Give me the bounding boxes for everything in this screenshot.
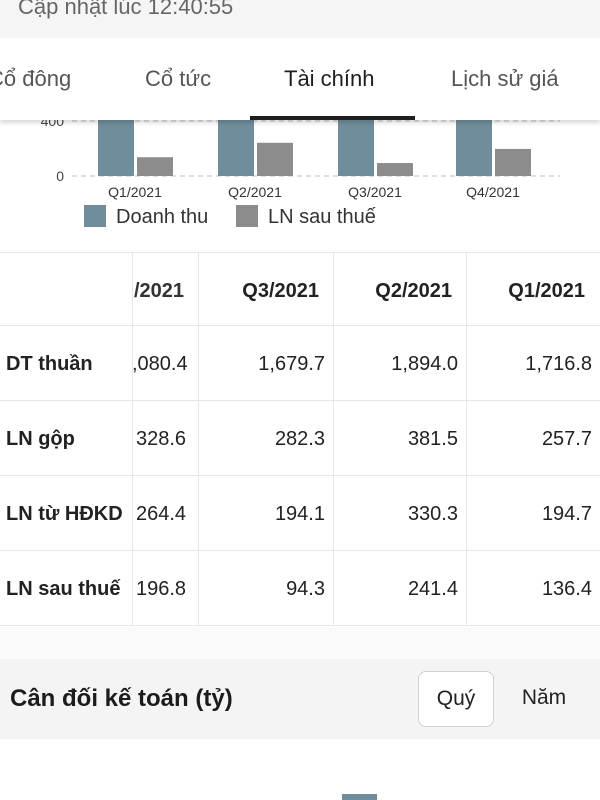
tab-bar: Cổ đông Cổ tức Tài chính Lịch sử giá bbox=[0, 38, 600, 120]
table-cell: 282.3 bbox=[274, 428, 325, 450]
table-cell: 194.1 bbox=[274, 503, 325, 525]
finance-table: /2021 Q3/2021 Q2/2021 Q1/2021 ,080.4 1,6… bbox=[0, 252, 600, 626]
row-label-gross-profit: LN gộp bbox=[6, 428, 75, 450]
table-header-q2: Q2/2021 bbox=[375, 280, 452, 302]
chart-bar bbox=[495, 148, 531, 176]
table-cell: 94.3 bbox=[286, 578, 325, 600]
table-divider bbox=[0, 475, 600, 476]
table-col-divider bbox=[466, 252, 467, 626]
x-tick-label: Q3/2021 bbox=[348, 184, 402, 200]
tab-shareholders[interactable]: Cổ đông bbox=[0, 66, 72, 91]
table-cell: 330.3 bbox=[407, 503, 458, 525]
x-tick-label: Q1/2021 bbox=[108, 184, 162, 200]
table-header-q4: /2021 bbox=[134, 280, 185, 302]
quarter-toggle-button[interactable]: Quý bbox=[418, 671, 494, 727]
table-col-divider bbox=[132, 252, 133, 626]
table-cell: 328.6 bbox=[136, 428, 187, 450]
table-cell: 381.5 bbox=[407, 428, 458, 450]
chart-bar bbox=[377, 163, 413, 176]
balance-sheet-title: Cân đối kế toán (tỷ) bbox=[10, 685, 233, 712]
table-col-divider bbox=[198, 252, 199, 626]
table-cell: 136.4 bbox=[541, 578, 592, 600]
table-divider bbox=[0, 325, 600, 326]
year-toggle-button[interactable]: Năm bbox=[521, 686, 567, 709]
row-label-operating-profit: LN từ HĐKD bbox=[6, 503, 123, 525]
table-cell: ,080.4 bbox=[132, 353, 188, 375]
x-tick-label: Q2/2021 bbox=[228, 184, 282, 200]
table-divider bbox=[0, 550, 600, 551]
table-header-q1: Q1/2021 bbox=[508, 280, 585, 302]
table-divider bbox=[0, 400, 133, 401]
sticky-label-column: DT thuần LN gộp LN từ HĐKD LN sau thuế bbox=[0, 252, 133, 626]
legend-label: LN sau thuế bbox=[268, 206, 376, 228]
legend-swatch bbox=[84, 205, 106, 227]
y-tick-label: 0 bbox=[56, 168, 64, 184]
table-divider bbox=[0, 252, 133, 253]
table-divider bbox=[0, 252, 600, 253]
table-cell: 1,679.7 bbox=[258, 353, 325, 375]
finance-chart: 0 400 Q1/2021 Q2/2021 Q3/2021 Q4/2021 Doanh th… bbox=[0, 0, 600, 250]
table-divider bbox=[0, 325, 133, 326]
tab-dividends[interactable]: Cổ tức bbox=[145, 66, 212, 91]
table-cell: 196.8 bbox=[136, 578, 187, 600]
table-col-divider bbox=[333, 252, 334, 626]
table-cell: 194.7 bbox=[541, 503, 592, 525]
x-tick-label: Q4/2021 bbox=[466, 184, 520, 200]
table-cell: 1,894.0 bbox=[391, 353, 458, 375]
table-divider bbox=[0, 550, 133, 551]
section-spacer bbox=[0, 627, 600, 659]
table-cell: 264.4 bbox=[136, 503, 187, 525]
chart-bar-peek bbox=[342, 794, 377, 800]
chart-bar bbox=[257, 142, 293, 176]
table-cell: 257.7 bbox=[541, 428, 592, 450]
table-cell: 241.4 bbox=[407, 578, 458, 600]
table-divider bbox=[0, 475, 133, 476]
row-label-net-profit: LN sau thuế bbox=[6, 578, 121, 600]
update-time-text: Cập nhật lúc 12:40:55 bbox=[18, 0, 234, 19]
chart-bar bbox=[137, 157, 173, 176]
tab-finance[interactable]: Tài chính bbox=[284, 66, 375, 91]
legend-label: Doanh thu bbox=[116, 206, 208, 228]
table-divider bbox=[0, 625, 600, 626]
tab-price-history[interactable]: Lịch sử giá bbox=[451, 66, 559, 91]
update-status-bar: Cập nhật lúc 12:40:55 bbox=[0, 0, 600, 39]
row-label-revenue: DT thuần bbox=[6, 353, 93, 375]
balance-sheet-header: Cân đối kế toán (tỷ) Quý Năm bbox=[0, 659, 600, 739]
table-divider bbox=[0, 625, 133, 626]
active-tab-indicator bbox=[250, 116, 415, 120]
table-divider bbox=[0, 400, 600, 401]
legend-swatch bbox=[236, 205, 258, 227]
table-cell: 1,716.8 bbox=[525, 353, 592, 375]
table-header-q3: Q3/2021 bbox=[242, 280, 319, 302]
